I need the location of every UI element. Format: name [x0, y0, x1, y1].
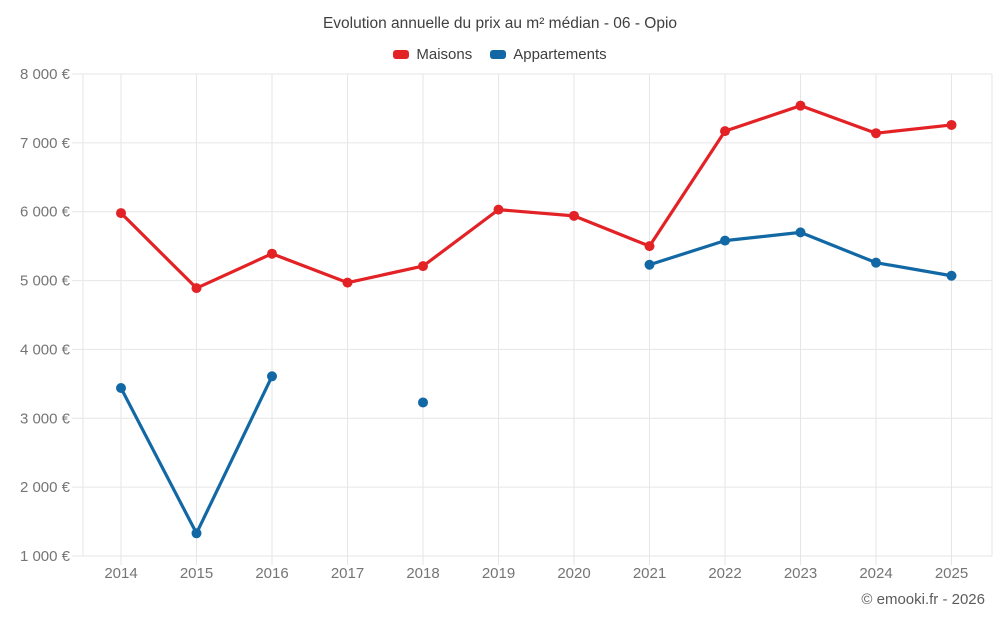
y-axis-tick-label: 5 000 € [20, 273, 71, 290]
y-axis-tick-label: 8 000 € [20, 66, 71, 83]
data-point-appartements-2025[interactable] [946, 270, 957, 281]
x-axis-tick-label: 2021 [633, 565, 666, 582]
chart-legend: Maisons Appartements [0, 46, 1000, 63]
legend-item-maisons[interactable]: Maisons [393, 46, 472, 63]
appartements-swatch-icon [490, 50, 507, 59]
legend-item-appartements[interactable]: Appartements [490, 46, 607, 63]
data-point-appartements-2022[interactable] [720, 235, 730, 246]
x-axis-tick-label: 2015 [180, 565, 213, 582]
y-axis-tick-label: 6 000 € [20, 204, 71, 221]
series-line-maisons [119, 104, 954, 290]
y-axis-tick-label: 4 000 € [20, 341, 71, 358]
x-axis-tick-label: 2019 [482, 565, 515, 582]
data-point-maisons-2022[interactable] [720, 126, 730, 137]
y-axis-tick-label: 1 000 € [20, 548, 71, 565]
data-point-appartements-2023[interactable] [795, 227, 806, 238]
data-point-maisons-2021[interactable] [644, 241, 655, 252]
data-point-maisons-2015[interactable] [191, 283, 202, 294]
data-point-appartements-2014[interactable] [116, 382, 126, 393]
x-axis-tick-label: 2016 [255, 565, 288, 582]
data-point-appartements-2016[interactable] [267, 371, 277, 382]
data-point-appartements-2024[interactable] [871, 257, 881, 268]
copyright-text: © emooki.fr - 2026 [861, 591, 985, 608]
y-axis-tick-label: 3 000 € [20, 410, 71, 427]
x-axis-tick-label: 2023 [784, 565, 817, 582]
data-point-appartements-2015[interactable] [191, 528, 202, 539]
chart-title: Evolution annuelle du prix au m² médian … [322, 15, 678, 32]
x-axis-tick-label: 2024 [859, 565, 892, 582]
x-axis-tick-label: 2020 [557, 565, 590, 582]
x-axis-tick-label: 2017 [331, 565, 364, 582]
data-point-appartements-2021[interactable] [644, 259, 655, 270]
data-point-maisons-2017[interactable] [342, 277, 353, 288]
x-axis-tick-label: 2018 [406, 565, 439, 582]
x-axis-tick-label: 2025 [935, 565, 968, 582]
legend-label-appartements: Appartements [513, 46, 607, 63]
data-point-maisons-2020[interactable] [569, 210, 579, 221]
data-point-maisons-2016[interactable] [267, 248, 277, 259]
data-point-appartements-2018[interactable] [418, 397, 428, 408]
x-axis-tick-label: 2014 [104, 565, 137, 582]
y-axis-tick-label: 2 000 € [20, 479, 71, 496]
maisons-swatch-icon [393, 50, 410, 59]
data-point-maisons-2025[interactable] [946, 119, 957, 130]
data-point-maisons-2019[interactable] [493, 204, 504, 215]
y-axis-tick-label: 7 000 € [20, 135, 71, 152]
x-axis-tick-label: 2022 [708, 565, 741, 582]
data-point-maisons-2023[interactable] [795, 100, 806, 111]
data-point-maisons-2024[interactable] [871, 128, 881, 139]
data-point-maisons-2014[interactable] [116, 208, 126, 219]
data-point-maisons-2018[interactable] [418, 261, 428, 272]
legend-label-maisons: Maisons [416, 46, 473, 63]
